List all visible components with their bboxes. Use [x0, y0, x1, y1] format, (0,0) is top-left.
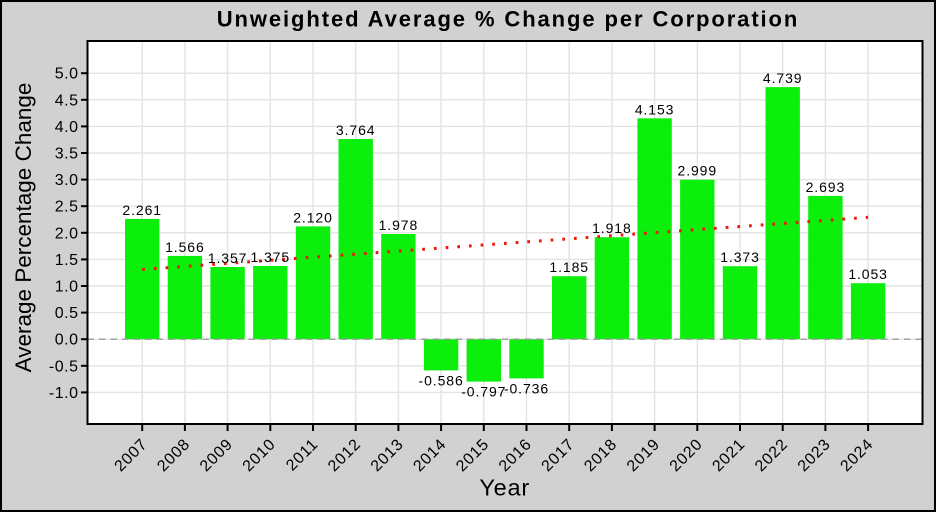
svg-text:1.918: 1.918 [592, 220, 632, 236]
svg-text:-1.0: -1.0 [49, 385, 79, 402]
svg-text:4.0: 4.0 [55, 119, 79, 136]
svg-text:0.5: 0.5 [55, 305, 79, 322]
svg-text:2.120: 2.120 [293, 209, 333, 225]
svg-text:4.739: 4.739 [763, 70, 803, 86]
svg-text:1.357: 1.357 [208, 250, 248, 266]
svg-text:2.0: 2.0 [55, 225, 79, 242]
svg-text:Year: Year [479, 475, 530, 501]
svg-text:3.764: 3.764 [336, 122, 376, 138]
svg-text:1.373: 1.373 [720, 249, 760, 265]
svg-text:1.185: 1.185 [549, 259, 589, 275]
svg-text:-0.736: -0.736 [504, 380, 549, 396]
svg-text:4.153: 4.153 [635, 101, 675, 117]
svg-text:3.5: 3.5 [55, 146, 79, 163]
svg-text:5.0: 5.0 [55, 66, 79, 83]
svg-text:-0.5: -0.5 [49, 358, 79, 375]
svg-text:1.566: 1.566 [165, 239, 205, 255]
svg-text:2.999: 2.999 [678, 163, 718, 179]
svg-text:3.0: 3.0 [55, 172, 79, 189]
svg-text:2.261: 2.261 [122, 202, 162, 218]
svg-text:-0.797: -0.797 [461, 384, 506, 400]
svg-text:0.0: 0.0 [55, 332, 79, 349]
svg-text:1.053: 1.053 [848, 266, 888, 282]
svg-text:1.5: 1.5 [55, 252, 79, 269]
svg-text:2.693: 2.693 [806, 179, 846, 195]
svg-text:1.0: 1.0 [55, 279, 79, 296]
svg-text:2.5: 2.5 [55, 199, 79, 216]
svg-text:Average Percentage Change: Average Percentage Change [11, 83, 36, 373]
svg-text:1.978: 1.978 [379, 217, 419, 233]
svg-text:4.5: 4.5 [55, 92, 79, 109]
svg-text:Unweighted Average % Change pe: Unweighted Average % Change per Corporat… [217, 7, 799, 32]
svg-text:1.375: 1.375 [251, 249, 291, 265]
svg-text:-0.586: -0.586 [419, 372, 464, 388]
